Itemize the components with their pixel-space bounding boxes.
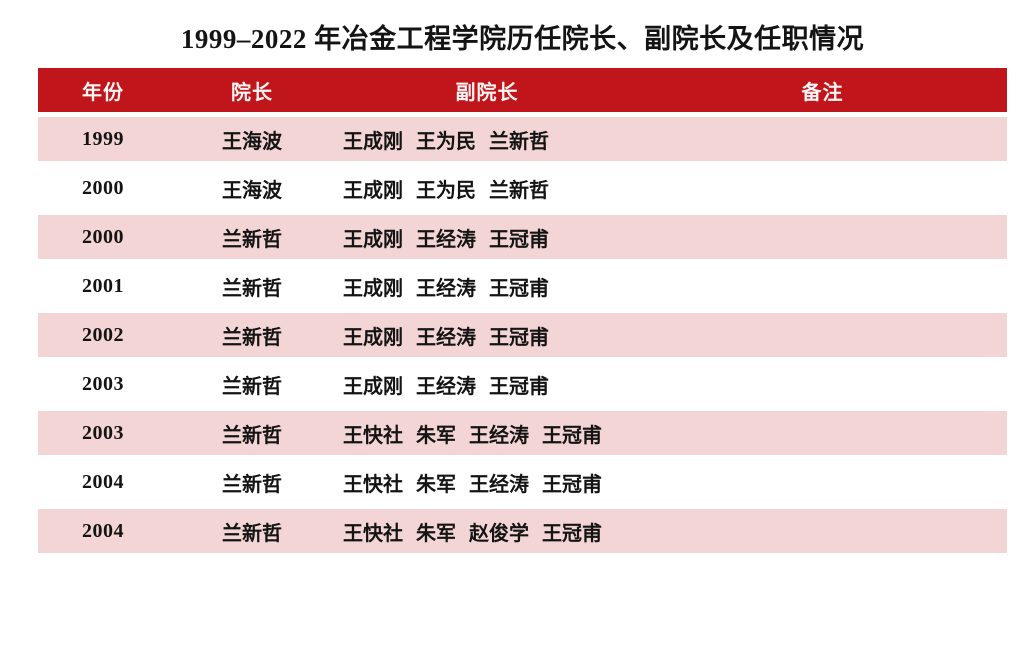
table-row: 1999 王海波 王成刚 王为民 兰新哲 xyxy=(38,117,1007,161)
column-header-vice-deans: 副院长 xyxy=(336,68,638,112)
note-cell xyxy=(638,313,1007,357)
dean-cell: 兰新哲 xyxy=(168,313,336,357)
note-cell xyxy=(638,509,1007,553)
note-cell xyxy=(638,460,1007,504)
year-cell: 2003 xyxy=(38,411,168,455)
dean-cell: 王海波 xyxy=(168,166,336,210)
vice-deans-cell: 王成刚 王经涛 王冠甫 xyxy=(336,362,638,406)
year-cell: 2002 xyxy=(38,313,168,357)
table-row: 2001 兰新哲 王成刚 王经涛 王冠甫 xyxy=(38,264,1007,308)
vice-deans-cell: 王成刚 王为民 兰新哲 xyxy=(336,117,638,161)
column-header-dean: 院长 xyxy=(168,68,336,112)
note-cell xyxy=(638,117,1007,161)
table-row: 2004 兰新哲 王快社 朱军 赵俊学 王冠甫 xyxy=(38,509,1007,553)
note-cell xyxy=(638,411,1007,455)
year-cell: 2001 xyxy=(38,264,168,308)
dean-cell: 兰新哲 xyxy=(168,264,336,308)
dean-cell: 兰新哲 xyxy=(168,509,336,553)
page-title: 1999–2022 年冶金工程学院历任院长、副院长及任职情况 xyxy=(180,24,865,54)
table-row: 2004 兰新哲 王快社 朱军 王经涛 王冠甫 xyxy=(38,460,1007,504)
year-cell: 2000 xyxy=(38,215,168,259)
year-cell: 2000 xyxy=(38,166,168,210)
vice-deans-cell: 王快社 朱军 王经涛 王冠甫 xyxy=(336,460,638,504)
vice-deans-cell: 王成刚 王经涛 王冠甫 xyxy=(336,264,638,308)
note-cell xyxy=(638,264,1007,308)
dean-cell: 王海波 xyxy=(168,117,336,161)
note-cell xyxy=(638,362,1007,406)
year-cell: 1999 xyxy=(38,117,168,161)
note-cell xyxy=(638,166,1007,210)
vice-deans-cell: 王成刚 王经涛 王冠甫 xyxy=(336,215,638,259)
year-cell: 2003 xyxy=(38,362,168,406)
vice-deans-cell: 王成刚 王为民 兰新哲 xyxy=(336,166,638,210)
dean-cell: 兰新哲 xyxy=(168,362,336,406)
dean-cell: 兰新哲 xyxy=(168,460,336,504)
column-header-note: 备注 xyxy=(638,68,1007,112)
table-header-row: 年份 院长 副院长 备注 xyxy=(38,68,1007,112)
vice-deans-cell: 王成刚 王经涛 王冠甫 xyxy=(336,313,638,357)
table-row: 2003 兰新哲 王快社 朱军 王经涛 王冠甫 xyxy=(38,411,1007,455)
table-row: 2000 王海波 王成刚 王为民 兰新哲 xyxy=(38,166,1007,210)
year-cell: 2004 xyxy=(38,509,168,553)
dean-cell: 兰新哲 xyxy=(168,411,336,455)
year-cell: 2004 xyxy=(38,460,168,504)
dean-cell: 兰新哲 xyxy=(168,215,336,259)
dean-roster-table: 年份 院长 副院长 备注 1999 王海波 王成刚 王为民 兰新哲 2000 王… xyxy=(38,63,1007,558)
column-header-year: 年份 xyxy=(38,68,168,112)
table-row: 2002 兰新哲 王成刚 王经涛 王冠甫 xyxy=(38,313,1007,357)
table-row: 2000 兰新哲 王成刚 王经涛 王冠甫 xyxy=(38,215,1007,259)
note-cell xyxy=(638,215,1007,259)
vice-deans-cell: 王快社 朱军 赵俊学 王冠甫 xyxy=(336,509,638,553)
vice-deans-cell: 王快社 朱军 王经涛 王冠甫 xyxy=(336,411,638,455)
page: 1999–2022 年冶金工程学院历任院长、副院长及任职情况 年份 院长 副院长… xyxy=(0,22,1024,648)
table-row: 2003 兰新哲 王成刚 王经涛 王冠甫 xyxy=(38,362,1007,406)
